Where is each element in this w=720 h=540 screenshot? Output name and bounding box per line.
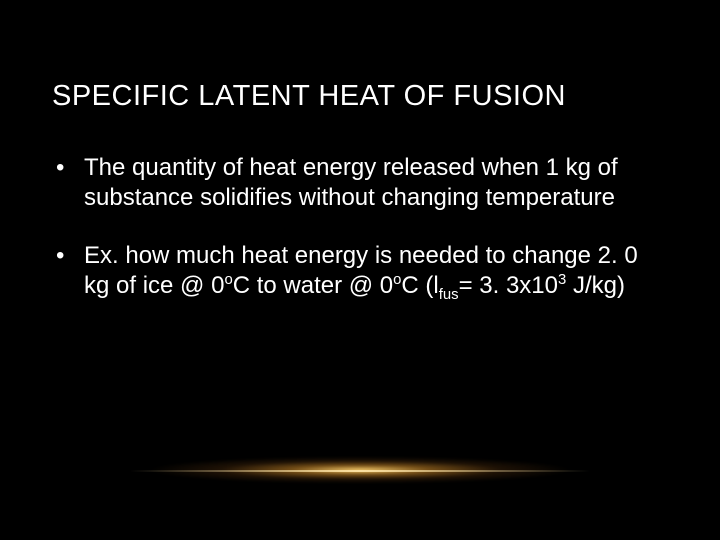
bullet-text-part: J/kg) bbox=[566, 272, 625, 299]
decorative-glow bbox=[0, 430, 720, 510]
bullet-item: Ex. how much heat energy is needed to ch… bbox=[52, 241, 668, 301]
bullet-text-part: C to water @ 0 bbox=[233, 272, 393, 299]
superscript-degree: o bbox=[224, 272, 232, 288]
bullet-text-part: C (l bbox=[401, 272, 438, 299]
slide-title: SPECIFIC LATENT HEAT OF FUSION bbox=[52, 80, 668, 113]
bullet-text-part: = 3. 3x10 bbox=[459, 272, 558, 299]
decorative-glow-line bbox=[130, 470, 590, 472]
bullet-item: The quantity of heat energy released whe… bbox=[52, 153, 668, 213]
bullet-text: The quantity of heat energy released whe… bbox=[84, 154, 618, 211]
bullet-list: The quantity of heat energy released whe… bbox=[52, 153, 668, 301]
subscript-fus: fus bbox=[439, 287, 459, 303]
slide: SPECIFIC LATENT HEAT OF FUSION The quant… bbox=[0, 0, 720, 540]
